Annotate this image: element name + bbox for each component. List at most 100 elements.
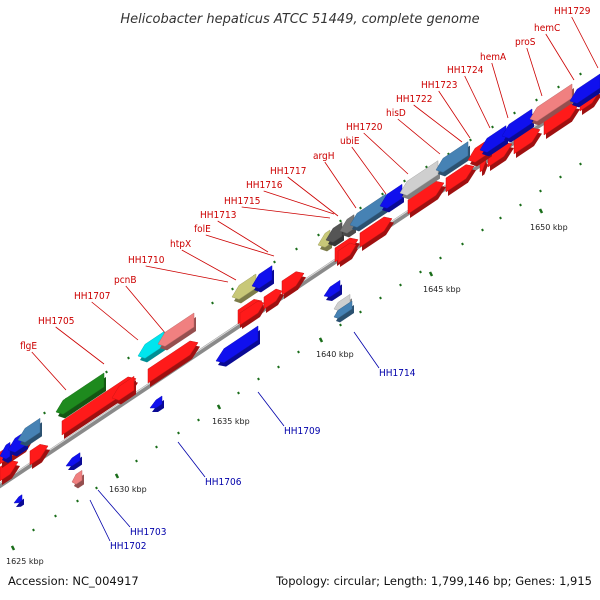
gene-label-bottom[interactable]: HH1714	[379, 368, 416, 379]
gene-arrow	[17, 417, 41, 443]
gene-label-top[interactable]: HH1722	[396, 94, 432, 105]
gene-label-top[interactable]: folE	[194, 224, 211, 235]
gene-label-top[interactable]: proS	[515, 37, 536, 48]
leader-line	[125, 285, 167, 335]
scale-tick	[317, 233, 320, 237]
gene-label-top[interactable]: flgE	[20, 341, 37, 352]
scale-tick	[381, 192, 384, 196]
leader-line	[397, 118, 441, 155]
gene-label-top[interactable]: HH1720	[346, 122, 383, 133]
genome-summary: Topology: circular; Length: 1,799,146 bp…	[276, 574, 592, 588]
leader-line	[545, 33, 575, 81]
leader-line	[31, 351, 67, 391]
gene-label-top[interactable]: pcnB	[114, 275, 137, 286]
gene-arrow	[569, 73, 600, 104]
gene-arrow	[323, 279, 341, 298]
gene-arrow	[407, 181, 445, 215]
gene-arrow	[333, 300, 353, 319]
scale-tick	[579, 162, 582, 166]
gene-arrow	[239, 300, 265, 326]
leader-line	[89, 499, 111, 542]
scale-tick	[469, 138, 472, 142]
gene-label-top[interactable]: hemC	[534, 23, 560, 34]
gene-arrow	[501, 108, 533, 139]
leader-line	[526, 47, 543, 97]
scale-tick	[273, 260, 276, 264]
gene-label-bottom[interactable]: HH1709	[284, 426, 321, 437]
scale-tick-major	[216, 404, 222, 410]
leader-line	[351, 146, 387, 195]
gene-shadow	[340, 246, 358, 267]
gene-label-top[interactable]: htpX	[170, 239, 191, 250]
gene-arrow	[147, 340, 199, 384]
scale-tick	[519, 203, 522, 207]
gene-label-bottom[interactable]: HH1706	[205, 477, 242, 488]
gene-shadow	[362, 220, 394, 251]
scale-tick	[155, 445, 158, 449]
leader-line	[571, 16, 599, 69]
leader-line	[438, 90, 471, 139]
gene-arrow	[333, 293, 351, 311]
gene-label-top[interactable]: ubiE	[340, 136, 360, 147]
scale-tick	[439, 256, 442, 260]
scale-tick	[535, 98, 538, 102]
gene-shadow	[448, 168, 476, 196]
scale-tick	[135, 459, 138, 463]
leader-line	[353, 331, 380, 369]
scale-tick	[277, 365, 280, 369]
gene-label-top[interactable]: HH1716	[246, 180, 283, 191]
gene-label-bottom[interactable]: HH1702	[110, 541, 146, 552]
scale-tick	[579, 72, 582, 76]
leader-line	[363, 132, 409, 175]
gene-label-top[interactable]: HH1724	[447, 65, 484, 76]
gene-arrow	[29, 444, 49, 466]
leader-line	[263, 190, 335, 215]
leader-line	[55, 326, 105, 365]
accession-label: Accession: NC_004917	[8, 574, 139, 588]
gene-shadow	[490, 146, 514, 171]
gene-label-top[interactable]: hemA	[480, 52, 507, 63]
scale-tick-major	[538, 208, 544, 214]
leader-line	[413, 104, 463, 143]
scale-tick	[399, 283, 402, 287]
scale-tick	[557, 85, 560, 89]
gene-label-top[interactable]: HH1729	[554, 6, 591, 17]
gene-label-top[interactable]: argH	[313, 151, 335, 162]
gene-arrow	[359, 216, 393, 248]
scale-tick-major	[114, 473, 120, 479]
leader-line	[205, 234, 275, 257]
scale-tick	[339, 219, 342, 223]
leader-line	[145, 265, 229, 283]
gene-label-top[interactable]: hisD	[386, 108, 406, 119]
gene-label-bottom[interactable]: HH1703	[130, 527, 166, 538]
gene-label-top[interactable]: HH1705	[38, 316, 74, 327]
scale-tick	[257, 377, 260, 381]
scale-tick	[559, 175, 562, 179]
gene-arrow	[251, 265, 273, 289]
gene-arrow	[529, 83, 573, 122]
gene-label-top[interactable]: HH1717	[270, 166, 306, 177]
scale-tick	[359, 206, 362, 210]
scale-tick	[295, 247, 298, 251]
gene-arrow	[337, 242, 357, 264]
gene-arrow	[157, 312, 195, 347]
scale-tick	[339, 323, 342, 327]
scale-tick	[54, 514, 57, 518]
scale-tick	[32, 528, 35, 532]
scale-label: 1635 kbp	[212, 417, 250, 426]
gene-label-top[interactable]: HH1707	[74, 291, 110, 302]
leader-line	[257, 391, 285, 427]
gene-label-top[interactable]: HH1713	[200, 210, 236, 221]
scale-tick	[177, 431, 180, 435]
scale-label: 1640 kbp	[316, 350, 354, 359]
gene-label-top[interactable]: HH1723	[421, 80, 457, 91]
gene-arrow	[71, 469, 83, 485]
scale-tick	[513, 111, 516, 115]
gene-arrow	[65, 452, 81, 467]
gene-label-top[interactable]: HH1715	[224, 196, 260, 207]
scale-tick	[197, 418, 200, 422]
gene-shadow	[242, 304, 266, 329]
gene-label-top[interactable]: HH1710	[128, 255, 165, 266]
scale-tick	[481, 228, 484, 232]
